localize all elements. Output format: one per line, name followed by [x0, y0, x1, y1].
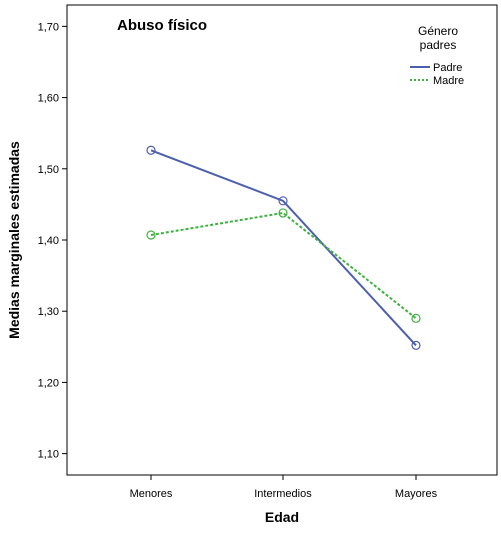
x-tick-label: Intermedios: [254, 488, 312, 500]
plot-area: [66, 4, 498, 476]
series-line-madre: [150, 211, 417, 320]
x-axis-title: Edad: [265, 509, 299, 525]
legend: Género padres Padre Madre: [410, 24, 464, 87]
legend-label-madre: Madre: [433, 75, 464, 87]
x-axis: Menores Intermedios Mayores: [130, 475, 438, 500]
legend-title-line1: Género: [418, 24, 458, 38]
y-axis: 1,10 1,20 1,30 1,40 1,50 1,60 1,70: [38, 21, 67, 461]
data-point-padre: [278, 196, 288, 206]
chart-title: Abuso físico: [117, 17, 207, 34]
y-axis-title: Medias marginales estimadas: [6, 141, 22, 339]
data-point-padre: [146, 145, 156, 155]
y-tick-label: 1,10: [38, 449, 59, 461]
data-point-madre: [411, 313, 421, 323]
data-point-madre: [278, 208, 288, 218]
y-tick-label: 1,20: [38, 377, 59, 389]
legend-label-padre: Padre: [433, 62, 462, 74]
legend-title-line2: padres: [420, 38, 457, 52]
data-point-madre: [146, 230, 156, 240]
data-point-padre: [411, 340, 421, 350]
y-tick-label: 1,30: [38, 306, 59, 318]
y-tick-label: 1,40: [38, 235, 59, 247]
y-tick-label: 1,50: [38, 164, 59, 176]
y-tick-label: 1,60: [38, 93, 59, 105]
x-tick-label: Menores: [130, 488, 173, 500]
y-tick-label: 1,70: [38, 21, 59, 33]
x-tick-label: Mayores: [395, 488, 438, 500]
series-line-padre: [150, 149, 417, 347]
series-layer: [146, 145, 421, 350]
